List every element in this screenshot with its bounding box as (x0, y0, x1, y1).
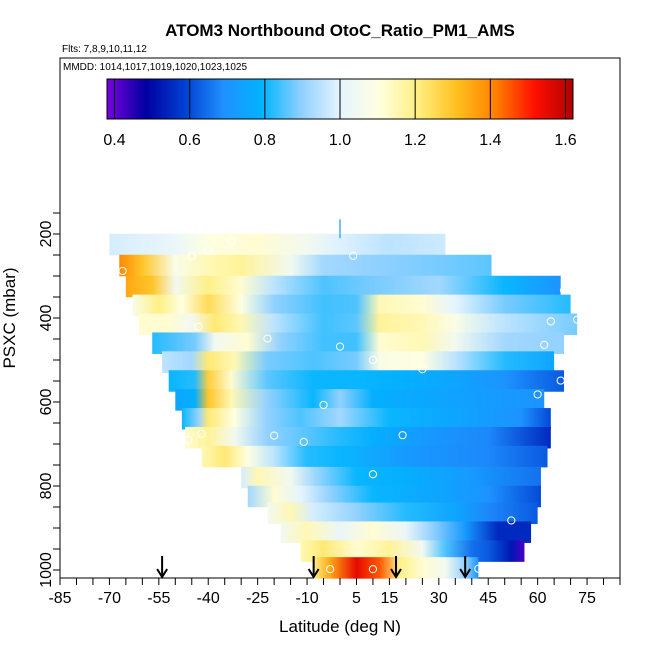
colorbar-tick-label: 1.2 (404, 132, 426, 149)
sample-circle (368, 355, 378, 365)
heatmap-row (125, 275, 561, 298)
mmdd-label: MMDD: 1014,1017,1019,1020,1023,1025 (63, 62, 247, 73)
sample-circle (559, 286, 569, 295)
latitude-arrow (156, 556, 168, 579)
heatmap-row (201, 445, 548, 468)
sample-circle (319, 400, 328, 410)
sample-circle (349, 251, 358, 260)
heatmap-row (152, 332, 564, 354)
sample-circle (187, 252, 196, 261)
heatmap-row (241, 466, 541, 489)
colorbar-tick-label: 1.6 (554, 132, 576, 149)
x-tick-label: 30 (430, 590, 448, 607)
sample-circle (263, 334, 272, 343)
heatmap-row (162, 351, 555, 373)
latitude-arrow (390, 556, 402, 579)
x-tick-label: -10 (295, 590, 318, 607)
chart-title: ATOM3 Northbound OtoC_Ratio_PM1_AMS (165, 21, 515, 40)
y-tick-label: 1000 (38, 552, 55, 588)
arrow-layer (156, 556, 472, 579)
x-tick-label: 5 (352, 590, 361, 607)
sample-circle (204, 246, 213, 255)
heatmap-row (185, 426, 551, 449)
x-tick-label: 45 (479, 590, 497, 607)
heatmap-row (280, 521, 532, 543)
latitude-arrow (459, 556, 472, 579)
y-tick-label: 800 (38, 473, 55, 500)
x-tick-label: -40 (197, 590, 220, 607)
sample-circle (540, 340, 549, 349)
flights-label: Flts: 7,8,9,10,11,12 (62, 44, 147, 55)
x-tick-label: -55 (147, 590, 170, 607)
heatmap-row (132, 294, 571, 317)
y-tick-label: 400 (38, 305, 55, 332)
sample-circle (533, 390, 542, 399)
x-axis: -85 -70 -55 -40 -25 -10 5 15 30 45 60 75 (48, 578, 621, 607)
sample-circle (368, 565, 378, 574)
x-axis-label: Latitude (deg N) (279, 617, 401, 636)
x-tick-label: 75 (578, 590, 596, 607)
sample-circle (474, 564, 483, 573)
sample-circle (507, 516, 516, 525)
latitude-arrow (307, 556, 320, 579)
sample-circle (184, 435, 193, 444)
sample-circle (227, 237, 236, 246)
y-axis: 200 400 600 800 1000 (38, 212, 60, 588)
colorbar-ticks: 0.4 0.6 0.8 1.0 1.2 1.4 1.6 (103, 79, 577, 149)
sample-circle (299, 437, 308, 446)
heatmap-row (139, 313, 578, 336)
sample-circle (270, 431, 279, 440)
sample-circle (335, 342, 345, 351)
heatmap-row (175, 389, 545, 411)
sample-circle (546, 317, 555, 326)
x-tick-label: 15 (381, 590, 399, 607)
y-tick-label: 600 (38, 389, 55, 416)
sample-circle (418, 365, 427, 374)
x-tick-label: -70 (98, 590, 121, 607)
x-tick-label: -25 (246, 590, 269, 607)
sample-circle (118, 266, 127, 276)
heatmap-row (300, 540, 525, 562)
x-tick-label: -85 (48, 590, 71, 607)
heatmap-row (109, 233, 446, 256)
sample-circle (194, 322, 203, 331)
sample-circle (197, 429, 206, 439)
sample-circle (368, 470, 378, 479)
heatmap-row (119, 254, 492, 277)
heatmap-row (168, 370, 565, 392)
colorbar-tick-label: 1.0 (329, 132, 351, 149)
colorbar-tick-label: 0.4 (103, 132, 125, 149)
sample-circle (556, 376, 565, 385)
colorbar-tick-label: 1.4 (479, 132, 501, 149)
heatmap-row (247, 485, 541, 508)
y-tick-label: 200 (38, 221, 55, 248)
sample-circle (398, 431, 407, 440)
y-axis-label: PSXC (mbar) (0, 267, 19, 368)
heatmap-layer (109, 219, 578, 579)
colorbar-tick-label: 0.8 (254, 132, 276, 149)
heatmap-row (181, 408, 551, 430)
heatmap-row (267, 502, 538, 525)
colorbar-tick-label: 0.6 (179, 132, 201, 149)
x-tick-label: 60 (529, 590, 547, 607)
sample-circle (326, 565, 335, 574)
sample-circle (573, 315, 582, 324)
circle-layer (118, 237, 582, 574)
sample-circle (533, 533, 542, 542)
